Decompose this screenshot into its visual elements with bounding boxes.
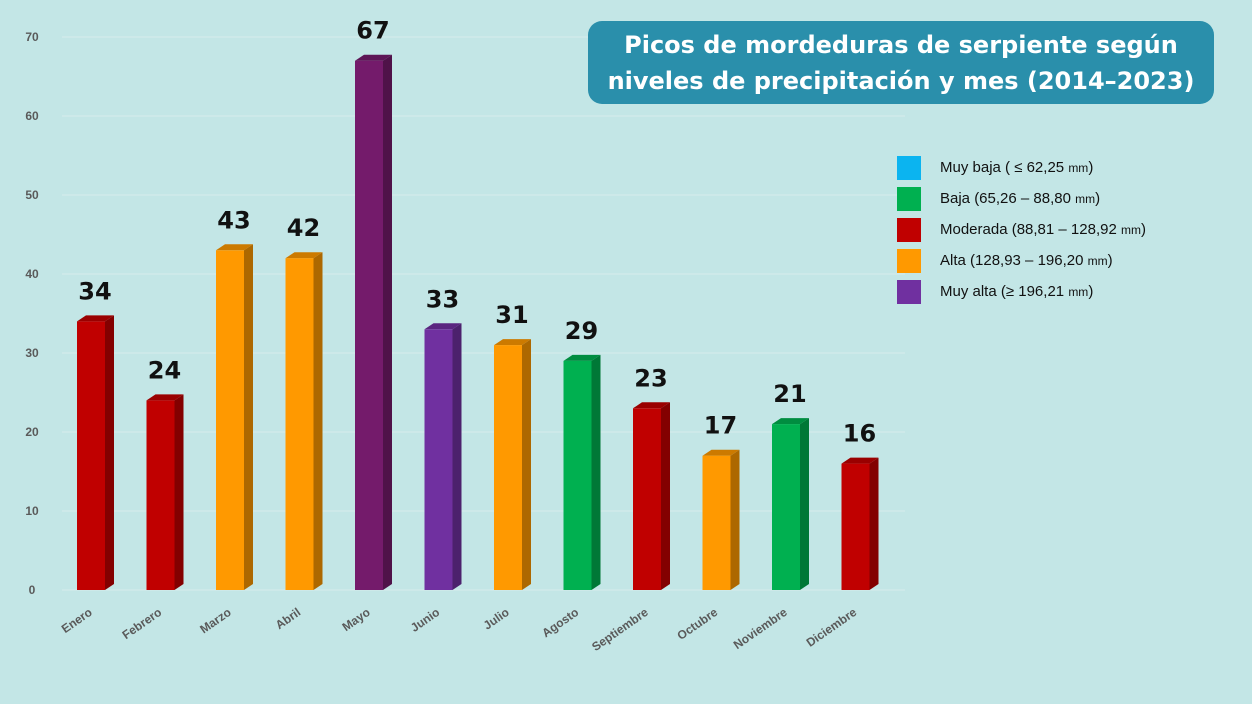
chart-title-line2: niveles de precipitación y mes (2014–202… (607, 66, 1195, 95)
bar-top (424, 323, 462, 330)
bar-top (772, 418, 809, 425)
bar-top (146, 394, 184, 401)
legend-swatch (897, 248, 921, 273)
x-tick-label: Marzo (197, 605, 233, 636)
legend-swatch (897, 217, 921, 242)
legend-item-muy-alta: Muy alta (≥ 196,21 mm) (897, 276, 1146, 307)
bar-side (452, 323, 462, 590)
bar-side (313, 252, 323, 590)
bar (841, 463, 870, 590)
x-tick-label: Diciembre (804, 605, 860, 650)
x-tick-label: Septiembre (589, 605, 651, 654)
bar-side (522, 339, 531, 590)
y-tick-label: 10 (25, 504, 39, 518)
x-tick-label: Noviembre (731, 605, 790, 652)
bar (633, 408, 661, 590)
bar-side (383, 54, 392, 590)
bar-value-label: 67 (356, 17, 389, 45)
y-tick-label: 0 (29, 583, 36, 597)
legend-item-muy-baja: Muy baja ( ≤ 62,25 mm) (897, 152, 1146, 183)
bar (563, 360, 592, 590)
bar-top (702, 449, 740, 456)
bar-value-label: 21 (773, 380, 806, 408)
bar-top (633, 402, 670, 409)
bar-value-label: 31 (495, 301, 528, 329)
bar-value-label: 29 (565, 317, 598, 345)
bar-value-label: 16 (843, 420, 876, 448)
bar-top (563, 354, 601, 361)
bar (216, 250, 244, 591)
bar (424, 329, 453, 590)
bar (146, 400, 175, 590)
bar-side (105, 315, 114, 590)
bar (702, 455, 731, 590)
bar (77, 321, 105, 590)
legend-item-alta: Alta (128,93 – 196,20 mm) (897, 245, 1146, 276)
bar-value-label: 42 (287, 214, 320, 242)
bar-value-label: 43 (217, 206, 250, 234)
bar-top (216, 244, 253, 251)
bar-value-label: 24 (148, 356, 181, 384)
bar-value-label: 33 (426, 285, 459, 313)
y-tick-label: 30 (25, 346, 39, 360)
legend-swatch (897, 279, 921, 304)
bar (494, 345, 522, 590)
x-tick-label: Febrero (120, 605, 165, 642)
bar-top (77, 315, 114, 322)
chart-title: Picos de mordeduras de serpiente según n… (588, 21, 1214, 104)
bar (355, 60, 383, 590)
x-tick-label: Abril (273, 605, 303, 632)
bar (772, 424, 800, 590)
chart-title-line1: Picos de mordeduras de serpiente según (624, 30, 1178, 59)
legend-label: Alta (128,93 – 196,20 mm) (940, 252, 1113, 269)
bar-top (841, 457, 879, 464)
y-tick-label: 40 (25, 267, 39, 281)
x-tick-label: Octubre (674, 605, 720, 643)
x-tick-label: Junio (408, 605, 442, 635)
bar-side (591, 354, 601, 590)
bar-side (244, 244, 253, 591)
legend-swatch (897, 155, 921, 180)
legend: Muy baja ( ≤ 62,25 mm) Baja (65,26 – 88,… (897, 152, 1146, 307)
bar (285, 258, 314, 590)
bar-side (661, 402, 670, 590)
legend-label: Muy alta (≥ 196,21 mm) (940, 283, 1094, 300)
x-tick-label: Mayo (340, 605, 373, 634)
x-tick-label: Agosto (539, 605, 581, 640)
legend-swatch (897, 186, 921, 211)
bar-value-label: 23 (634, 364, 667, 392)
y-tick-label: 60 (25, 109, 39, 123)
bar-value-label: 17 (704, 412, 737, 440)
bar-side (730, 449, 740, 590)
x-tick-label: Enero (59, 605, 95, 636)
bar-top (285, 252, 323, 259)
bar-top (494, 339, 531, 346)
legend-label: Muy baja ( ≤ 62,25 mm) (940, 159, 1094, 176)
x-tick-label: Julio (481, 605, 512, 633)
y-tick-label: 20 (25, 425, 39, 439)
legend-item-baja: Baja (65,26 – 88,80 mm) (897, 183, 1146, 214)
bar-side (174, 394, 184, 590)
legend-item-moderada: Moderada (88,81 – 128,92 mm) (897, 214, 1146, 245)
y-tick-label: 50 (25, 188, 39, 202)
legend-label: Moderada (88,81 – 128,92 mm) (940, 221, 1146, 238)
legend-label: Baja (65,26 – 88,80 mm) (940, 190, 1101, 207)
bar-side (800, 418, 809, 590)
y-tick-label: 70 (25, 30, 39, 44)
bar-top (355, 54, 392, 61)
bar-value-label: 34 (78, 277, 111, 305)
bar-side (869, 457, 879, 590)
